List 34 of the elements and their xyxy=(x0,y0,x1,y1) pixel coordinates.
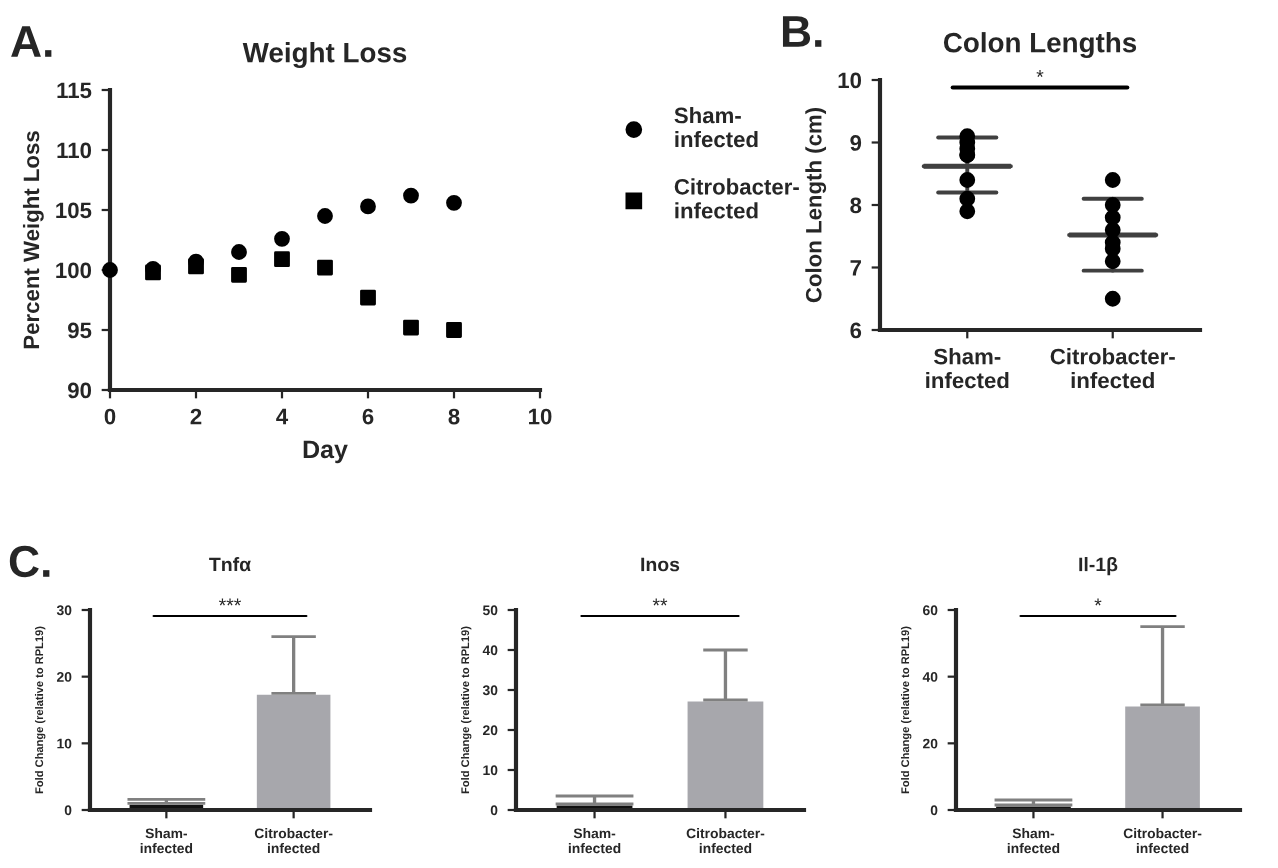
text: * xyxy=(1094,598,1102,606)
chart-title: Il-1β xyxy=(1079,557,1118,576)
x-tick-label: 10 xyxy=(529,408,552,425)
y-tick-label: 105 xyxy=(56,202,92,219)
y-tick-label: 6 xyxy=(850,322,862,339)
y-tick-label: 95 xyxy=(68,322,92,339)
y-tick-label: 9 xyxy=(850,135,862,151)
text: A. xyxy=(11,26,52,57)
y-tick-label: 7 xyxy=(850,260,861,276)
legend-label: Sham- infected xyxy=(674,107,758,148)
x-tick-label: 4 xyxy=(276,408,289,425)
chart-title: Weight Loss xyxy=(242,42,407,69)
chart-title: Tnfα xyxy=(209,557,251,572)
x-axis-title: Day xyxy=(303,440,348,464)
x-tick-label: 6 xyxy=(362,408,374,425)
y-tick-label: 10 xyxy=(838,72,862,89)
y-axis-title: Percent Weight Loss xyxy=(22,131,44,349)
text: ** xyxy=(652,598,668,606)
legend-label: Citrobacter- infected xyxy=(674,178,799,219)
y-axis-title: Colon Length (cm) xyxy=(805,107,827,303)
text: C. xyxy=(9,545,50,578)
chart-title: Colon Lengths xyxy=(943,32,1137,59)
text: B. xyxy=(782,16,822,47)
y-tick-label: 110 xyxy=(57,142,92,159)
x-tick-label: 8 xyxy=(448,408,460,425)
x-tick-label: 2 xyxy=(190,408,202,425)
y-tick-label: 90 xyxy=(68,382,92,399)
y-tick-label: 115 xyxy=(57,82,92,99)
y-tick-label: 100 xyxy=(56,262,92,279)
text: *** xyxy=(218,598,242,606)
text: * xyxy=(1036,70,1044,77)
y-tick-label: 8 xyxy=(850,197,862,214)
x-tick-label: 0 xyxy=(104,408,116,425)
chart-title: Inos xyxy=(641,557,680,572)
